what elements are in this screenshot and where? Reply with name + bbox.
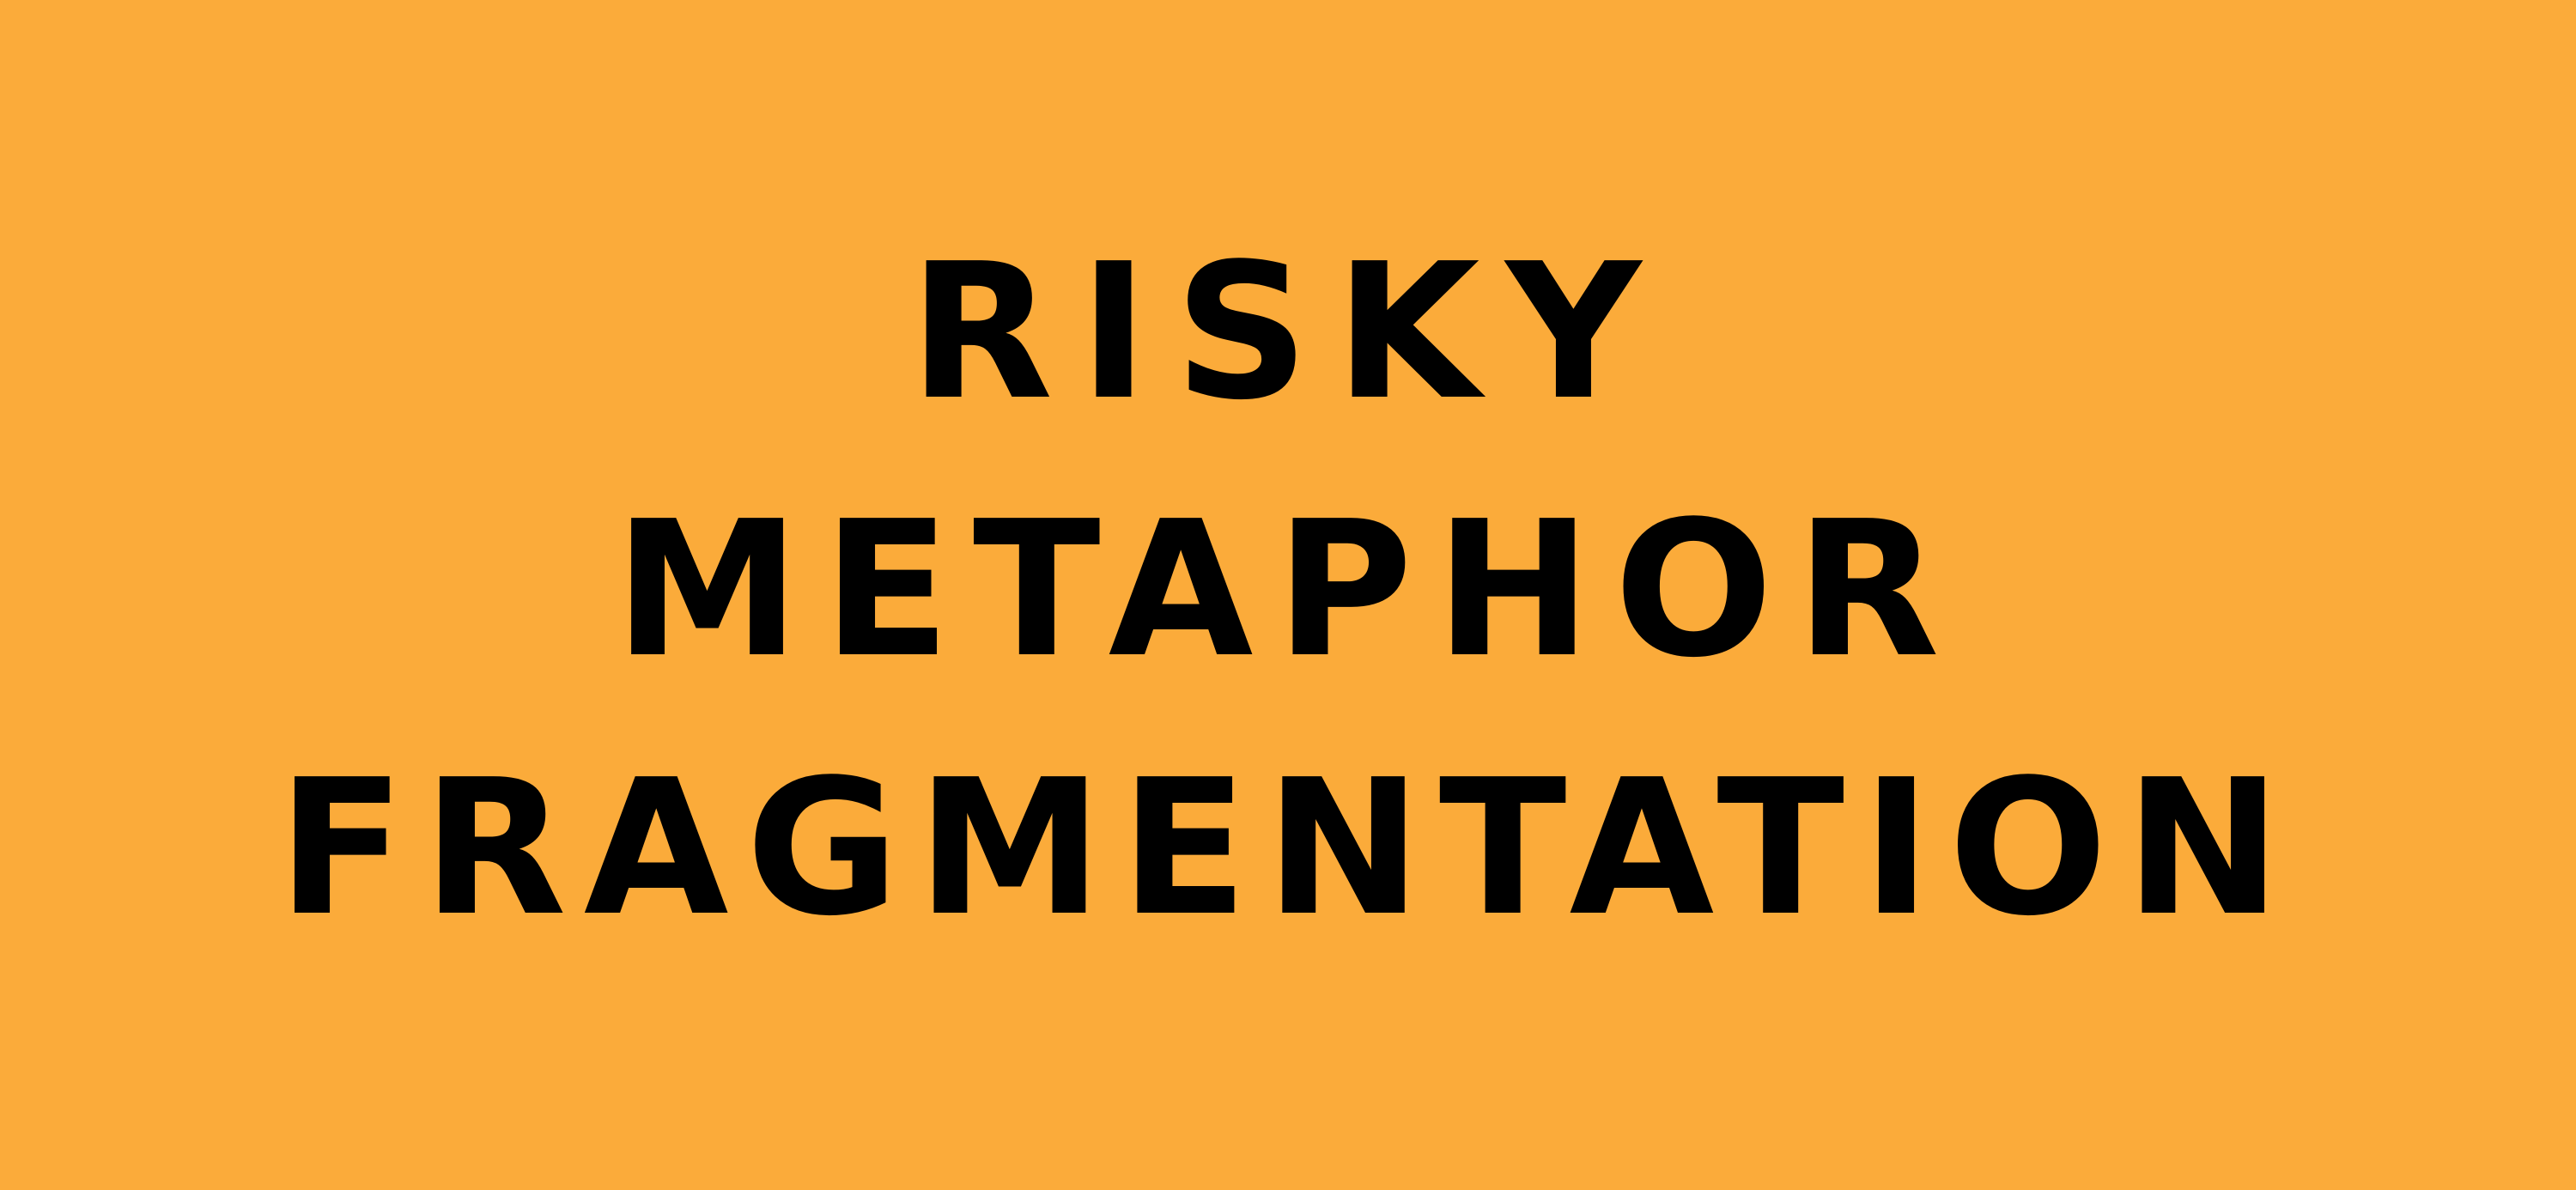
title-line-2: METAPHOR — [614, 482, 1962, 699]
title-line-3: FRAGMENTATION — [277, 740, 2299, 957]
title-line-1: RISKY — [908, 224, 1668, 441]
